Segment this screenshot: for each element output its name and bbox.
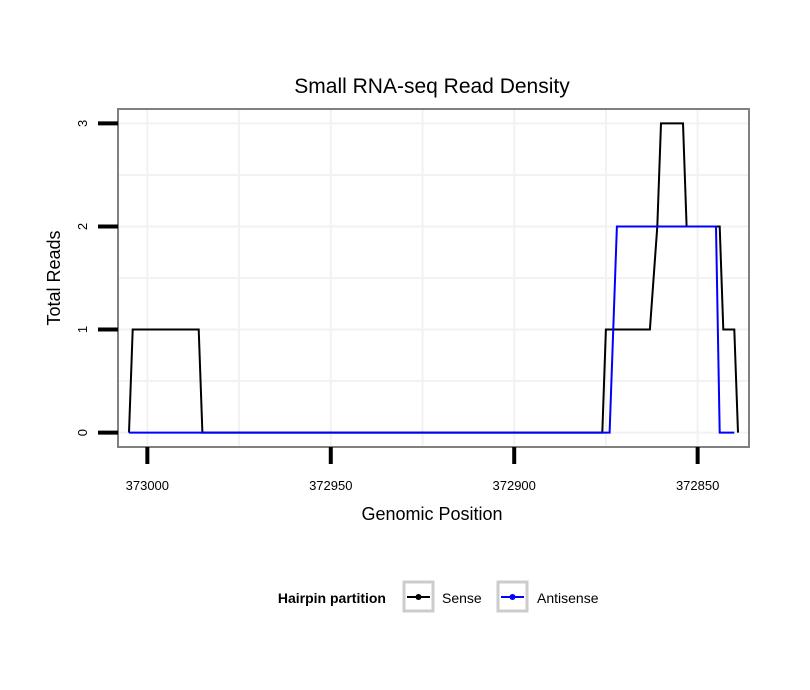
plot-panel: [117, 108, 750, 448]
x-tick-label: 372850: [676, 478, 719, 493]
y-tick-label: 2: [75, 223, 90, 230]
legend: Hairpin partition Sense Antisense: [278, 580, 599, 613]
y-tick-label: 1: [75, 326, 90, 333]
x-axis-title: Genomic Position: [361, 504, 502, 524]
series-line-antisense: [129, 225, 735, 434]
legend-label-sense: Sense: [442, 590, 482, 606]
series-group: [128, 122, 739, 434]
y-axis: 0 1 2 3: [75, 120, 118, 436]
y-tick-label: 0: [75, 429, 90, 436]
legend-title: Hairpin partition: [278, 590, 386, 606]
x-tick-label: 373000: [126, 478, 169, 493]
x-tick-label: 372900: [493, 478, 536, 493]
legend-label-antisense: Antisense: [537, 590, 599, 606]
chart-title: Small RNA-seq Read Density: [294, 75, 570, 98]
legend-key-antisense-point: [509, 594, 516, 600]
x-axis: 373000 372950 372900 372850: [126, 447, 719, 493]
x-tick-label: 372950: [309, 478, 352, 493]
legend-key-sense-point: [415, 594, 422, 600]
y-tick-label: 3: [75, 120, 90, 127]
y-axis-title: Total Reads: [44, 230, 64, 325]
